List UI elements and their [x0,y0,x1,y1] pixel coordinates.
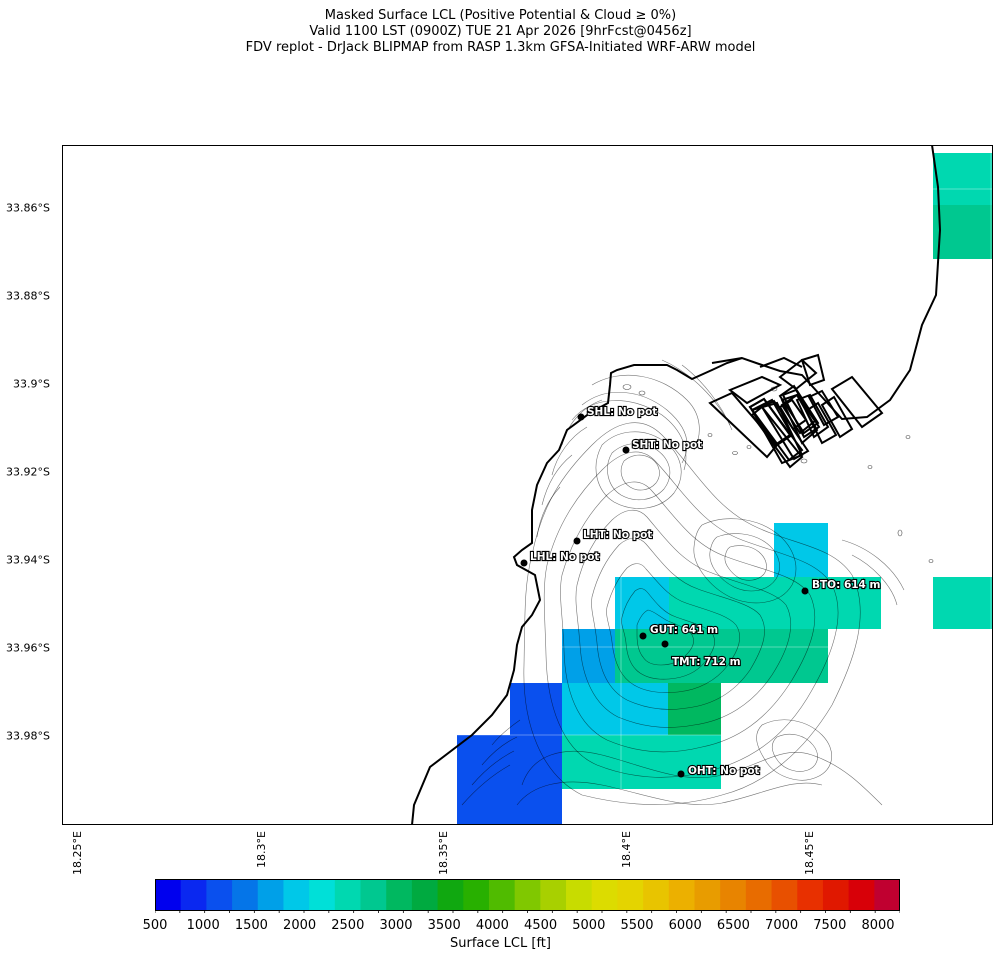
colorbar-swatch [668,879,696,911]
station-sht[interactable]: SHT: No pot [622,438,703,454]
graticule [62,145,993,825]
station-label: OHT: No pot [688,765,760,777]
colorbar-tick-label: 3500 [427,918,461,933]
station-label: LHT: No pot [583,529,652,541]
colorbar-tick-label: 1000 [186,918,220,933]
colorbar-tick-label: 5000 [572,918,606,933]
map-frame [62,145,993,825]
x-tick-label: 18.4°E [620,831,633,868]
y-tick-label: 33.98°S [6,729,50,743]
coastline [411,145,942,825]
colorbar-swatch [232,879,259,911]
lcl-cell [933,153,993,205]
colorbar-tick-label: 4500 [524,918,558,933]
colorbar-tick-label: 2000 [283,918,317,933]
colorbar-swatch [206,879,233,911]
lcl-cell [774,523,828,577]
colorbar-swatch [180,879,207,911]
station-label: TMT: 712 m [672,656,741,668]
x-tick-label: 18.25°E [71,831,84,875]
y-tick-label: 33.96°S [6,641,50,655]
colorbar-swatch [488,879,516,911]
lcl-cell [510,683,562,735]
colorbar-tick-label: 2500 [331,918,365,933]
title-line-2: Valid 1100 LST (0900Z) TUE 21 Apr 2026 [… [309,24,692,39]
colorbar-tick-label: 8000 [861,918,895,933]
colorbar-swatch [745,879,773,911]
map-title: Masked Surface LCL (Positive Potential &… [0,8,1001,56]
lcl-cell [933,577,993,629]
colorbar-swatch [720,879,747,911]
station-label: SHL: No pot [587,406,657,418]
station-shl[interactable]: SHL: No pot [577,405,658,421]
lcl-cell [562,735,721,789]
station-label: SHT: No pot [632,439,702,451]
colorbar-swatch [643,879,670,911]
colorbar-swatch [617,879,644,911]
station-tmt[interactable]: TMT: 712 m [661,640,742,669]
x-tick-label: 18.35°E [437,831,450,875]
colorbar-swatch [360,879,387,911]
colorbar-label: Surface LCL [ft] [450,936,551,951]
lcl-grid-cells [457,153,993,825]
map-panel: SHL: No pot SHT: No pot LHT: No pot LHL:… [62,145,993,825]
colorbar-tick-label: 500 [142,918,168,933]
station-label: GUT: 641 m [650,624,718,636]
y-tick-label: 33.92°S [6,465,50,479]
colorbar-swatch [797,879,824,911]
x-tick-label: 18.45°E [803,831,816,875]
title-line-1: Masked Surface LCL (Positive Potential &… [324,8,677,23]
colorbar-swatch [771,879,798,911]
colorbar-swatch [155,879,182,911]
colorbar-swatch [591,879,619,911]
x-tick-label: 18.3°E [255,831,268,868]
colorbar-swatch [283,879,310,911]
colorbar-tick-label: 4000 [475,918,509,933]
station-markers: SHL: No pot SHT: No pot LHT: No pot LHL:… [520,405,882,778]
colorbar-swatch [514,879,541,911]
y-tick-label: 33.86°S [6,201,50,215]
colorbar-swatch [386,879,413,911]
colorbar-swatch [437,879,464,911]
colorbar-swatch [463,879,490,911]
colorbar-swatch [694,879,721,911]
station-bto[interactable]: BTO: 614 m [801,578,882,595]
coastal-features [622,384,934,563]
station-label: LHL: No pot [530,551,599,563]
colorbar-swatch [257,879,285,911]
colorbar [155,879,900,913]
colorbar-swatch [566,879,593,911]
colorbar-tick-label: 7000 [765,918,799,933]
colorbar-tick-label: 3000 [379,918,413,933]
station-label: BTO: 614 m [812,579,881,591]
lcl-cell [933,205,993,259]
colorbar-tick-label: 6500 [716,918,750,933]
lcl-cell [615,577,669,629]
lcl-cell [562,629,615,683]
title-line-3: FDV replot - DrJack BLIPMAP from RASP 1.… [245,40,756,55]
y-tick-label: 33.88°S [6,289,50,303]
lcl-cell [457,735,562,825]
colorbar-tick-label: 6000 [668,918,702,933]
colorbar-swatch [822,879,850,911]
terrain-contours [461,359,905,806]
station-lhl[interactable]: LHL: No pot [520,550,601,567]
colorbar-swatch [309,879,336,911]
y-tick-label: 33.94°S [6,553,50,567]
colorbar-swatch [334,879,362,911]
colorbar-swatch [540,879,567,911]
colorbar-tick-label: 1500 [234,918,268,933]
colorbar-swatch [848,879,875,911]
colorbar-swatch [411,879,439,911]
y-tick-label: 33.9°S [13,377,50,391]
station-oht[interactable]: OHT: No pot [677,764,761,778]
station-gut[interactable]: GUT: 641 m [639,623,719,640]
colorbar-tick-label: 5500 [620,918,654,933]
colorbar-tick-label: 7500 [813,918,847,933]
colorbar-swatch [874,879,900,911]
lcl-cell [615,629,828,683]
station-lht[interactable]: LHT: No pot [573,528,653,545]
